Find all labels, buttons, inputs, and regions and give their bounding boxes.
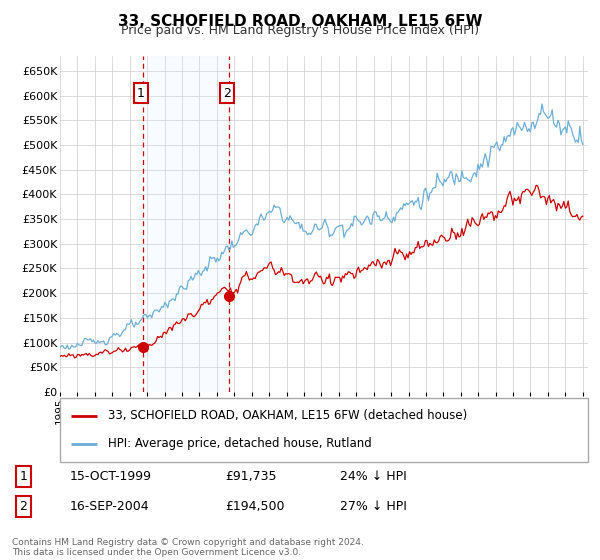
Text: 1: 1 [20, 470, 28, 483]
Text: 33, SCHOFIELD ROAD, OAKHAM, LE15 6FW (detached house): 33, SCHOFIELD ROAD, OAKHAM, LE15 6FW (de… [107, 409, 467, 422]
Text: HPI: Average price, detached house, Rutland: HPI: Average price, detached house, Rutl… [107, 437, 371, 450]
Text: 1: 1 [137, 87, 145, 100]
Text: 24% ↓ HPI: 24% ↓ HPI [340, 470, 407, 483]
Text: Contains HM Land Registry data © Crown copyright and database right 2024.
This d: Contains HM Land Registry data © Crown c… [12, 538, 364, 557]
Text: 15-OCT-1999: 15-OCT-1999 [70, 470, 152, 483]
Text: 2: 2 [223, 87, 230, 100]
Text: £91,735: £91,735 [225, 470, 277, 483]
Bar [143, 56, 229, 392]
FancyBboxPatch shape [60, 398, 588, 462]
Text: Price paid vs. HM Land Registry's House Price Index (HPI): Price paid vs. HM Land Registry's House … [121, 24, 479, 37]
Text: 2: 2 [20, 500, 28, 513]
Text: 16-SEP-2004: 16-SEP-2004 [70, 500, 149, 513]
Text: £194,500: £194,500 [225, 500, 284, 513]
Text: 33, SCHOFIELD ROAD, OAKHAM, LE15 6FW: 33, SCHOFIELD ROAD, OAKHAM, LE15 6FW [118, 14, 482, 29]
Text: 27% ↓ HPI: 27% ↓ HPI [340, 500, 407, 513]
